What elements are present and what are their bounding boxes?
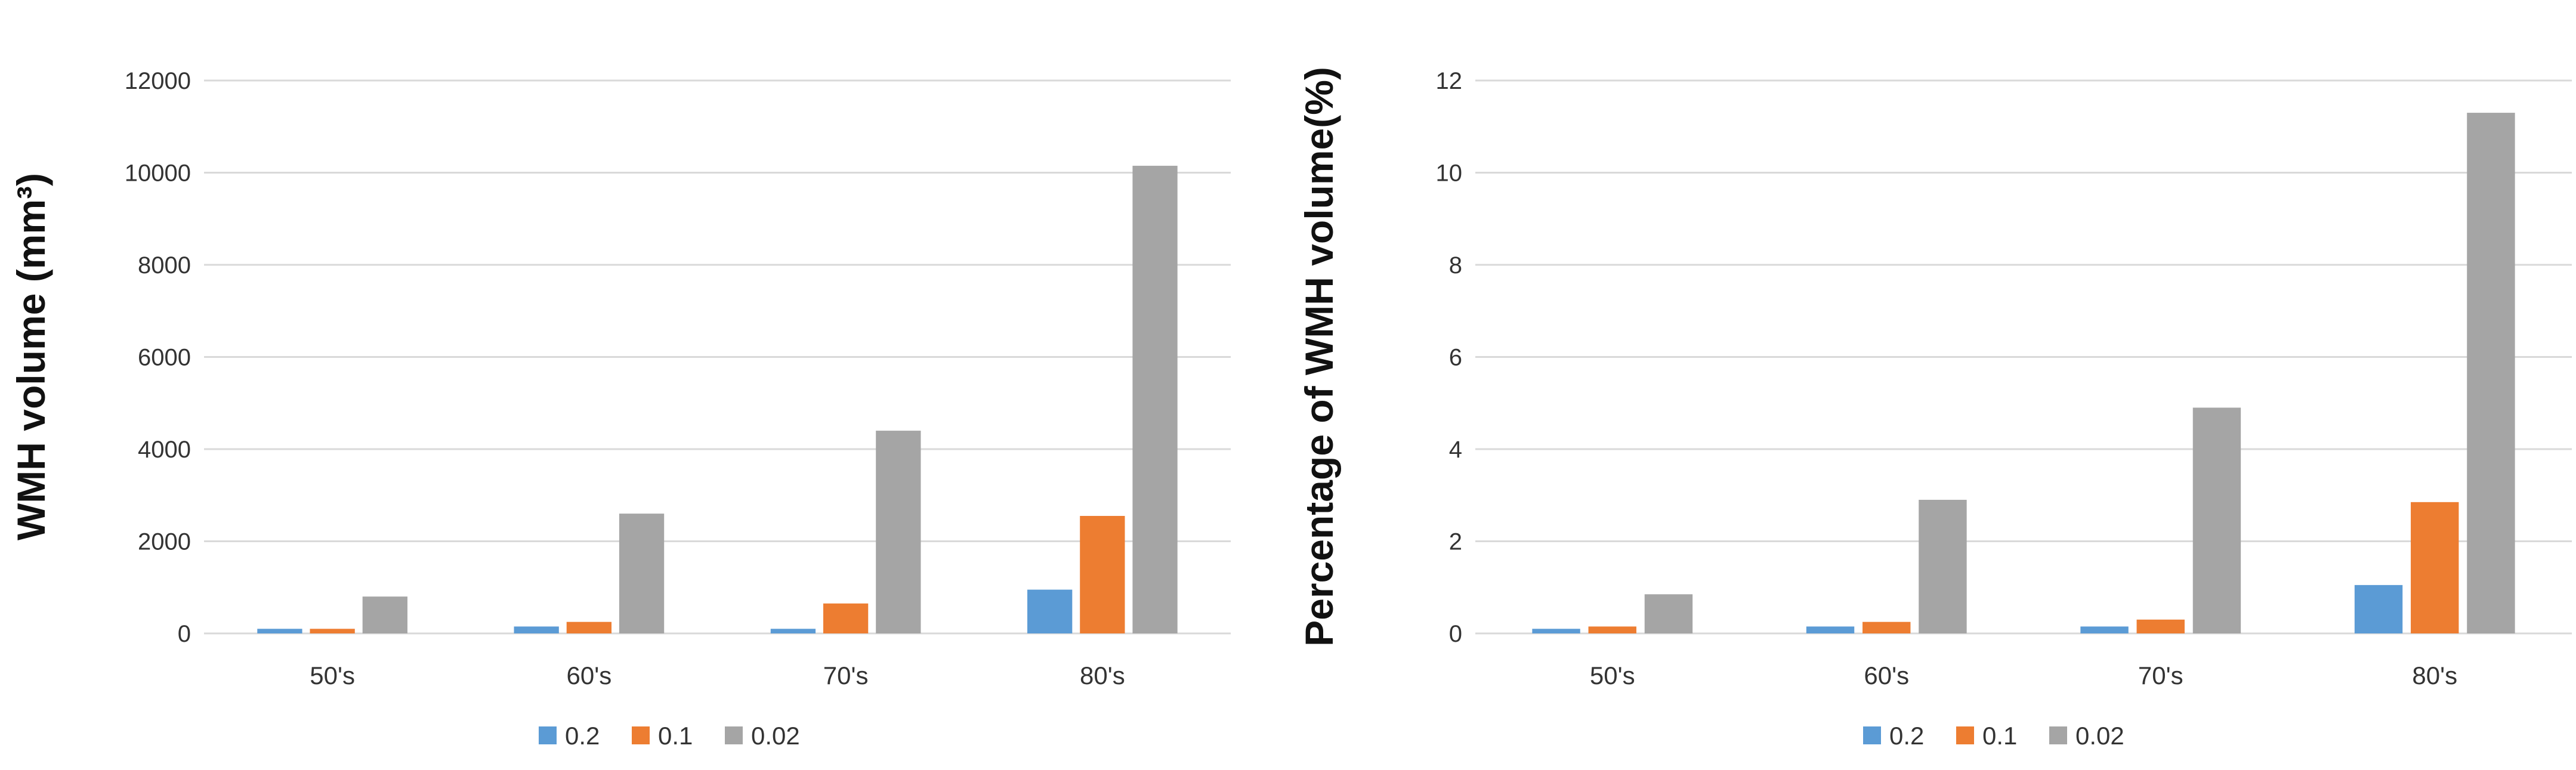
y-tick-label: 10 [1436,160,1463,187]
bar-0_1-3 [2411,502,2459,633]
bar-0_2-1 [1806,626,1855,633]
x-tick-label: 80's [1080,661,1125,689]
bar-0_1-0 [1588,626,1636,633]
x-tick-label: 80's [2412,661,2457,689]
legend-label: 0.1 [1982,722,2017,750]
x-tick-label: 60's [567,661,612,689]
legend-swatch [725,726,743,744]
y-tick-label: 8 [1449,252,1462,279]
bar-0_02-2 [876,431,921,633]
bar-0_2-2 [770,629,816,633]
legend-label: 0.02 [751,722,800,750]
legend-label: 0.2 [565,722,600,750]
y-tick-label: 12000 [125,68,191,94]
y-axis-title: WMH volume (mm³) [9,173,53,540]
y-tick-label: 0 [178,621,191,647]
bar-0_2-0 [257,629,302,633]
y-tick-label: 10000 [125,160,191,187]
x-tick-label: 70's [2138,661,2183,689]
legend-label: 0.1 [658,722,693,750]
bar-0_2-0 [1532,629,1580,633]
bar-0_1-0 [310,629,355,633]
legend-swatch [632,726,650,744]
bar-0_1-3 [1080,516,1125,633]
bar-0_2-1 [514,626,559,633]
chart-panel-percentage: 0 2 4 6 8 10 12 Percentage of WMH volume(%) 50's… [1288,0,2576,767]
x-tick-label: 50's [310,661,355,689]
x-tick-label: 60's [1864,661,1909,689]
chart-panel-volume: 0 2000 4000 6000 8000 10000 12000 WMH volume (m… [0,0,1288,767]
legend-swatch [1863,726,1881,744]
y-tick-label: 0 [1449,621,1462,647]
y-tick-label: 4 [1449,437,1462,463]
y-tick-label: 2000 [138,529,191,555]
y-tick-label: 12 [1436,68,1463,94]
y-axis-title: Percentage of WMH volume(%) [1297,67,1341,647]
bar-0_1-2 [823,603,869,633]
y-tick-label: 2 [1449,529,1462,555]
legend-swatch [1956,726,1974,744]
legend-label: 0.2 [1889,722,1924,750]
chart-wmh-volume: 0 2000 4000 6000 8000 10000 12000 WMH volume (m… [9,68,1231,750]
bar-0_1-2 [2136,619,2185,633]
bar-0_2-3 [1027,589,1073,633]
legend-swatch [539,726,557,744]
bar-0_02-3 [1132,165,1178,634]
x-tick-label: 50's [1590,661,1635,689]
bar-0_02-1 [619,514,665,633]
y-tick-label: 6000 [138,345,191,371]
y-tick-label: 6 [1449,345,1462,371]
bar-0_02-1 [1919,499,1967,633]
bar-0_02-0 [362,596,407,633]
bar-0_2-2 [2080,626,2129,633]
y-tick-label: 4000 [138,437,191,463]
x-tick-label: 70's [823,661,869,689]
bar-0_02-3 [2467,113,2515,633]
bar-0_2-3 [2354,585,2403,633]
legend-swatch [2049,726,2067,744]
chart-wmh-percentage: 0 2 4 6 8 10 12 Percentage of WMH volume(%) 50's… [1297,67,2572,750]
bar-0_1-1 [566,621,612,633]
legend-label: 0.02 [2075,722,2124,750]
bar-0_1-1 [1862,621,1911,633]
y-tick-label: 8000 [138,252,191,279]
bar-0_02-0 [1644,594,1693,633]
bar-0_02-2 [2192,407,2241,633]
